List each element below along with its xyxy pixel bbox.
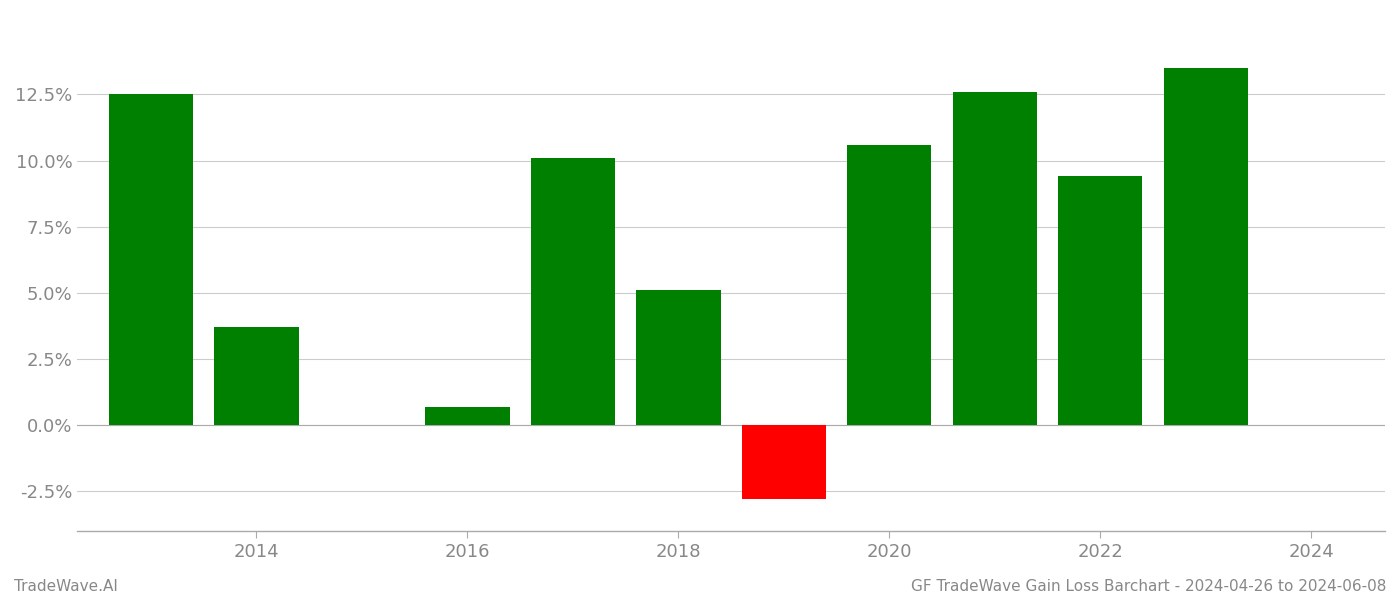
Bar — [1058, 176, 1142, 425]
Bar — [1163, 68, 1247, 425]
Text: GF TradeWave Gain Loss Barchart - 2024-04-26 to 2024-06-08: GF TradeWave Gain Loss Barchart - 2024-0… — [910, 579, 1386, 594]
Bar — [109, 94, 193, 425]
Text: TradeWave.AI: TradeWave.AI — [14, 579, 118, 594]
Bar — [847, 145, 931, 425]
Bar — [742, 425, 826, 499]
Bar — [636, 290, 721, 425]
Bar — [952, 92, 1037, 425]
Bar — [531, 158, 615, 425]
Bar — [426, 407, 510, 425]
Bar — [214, 328, 298, 425]
